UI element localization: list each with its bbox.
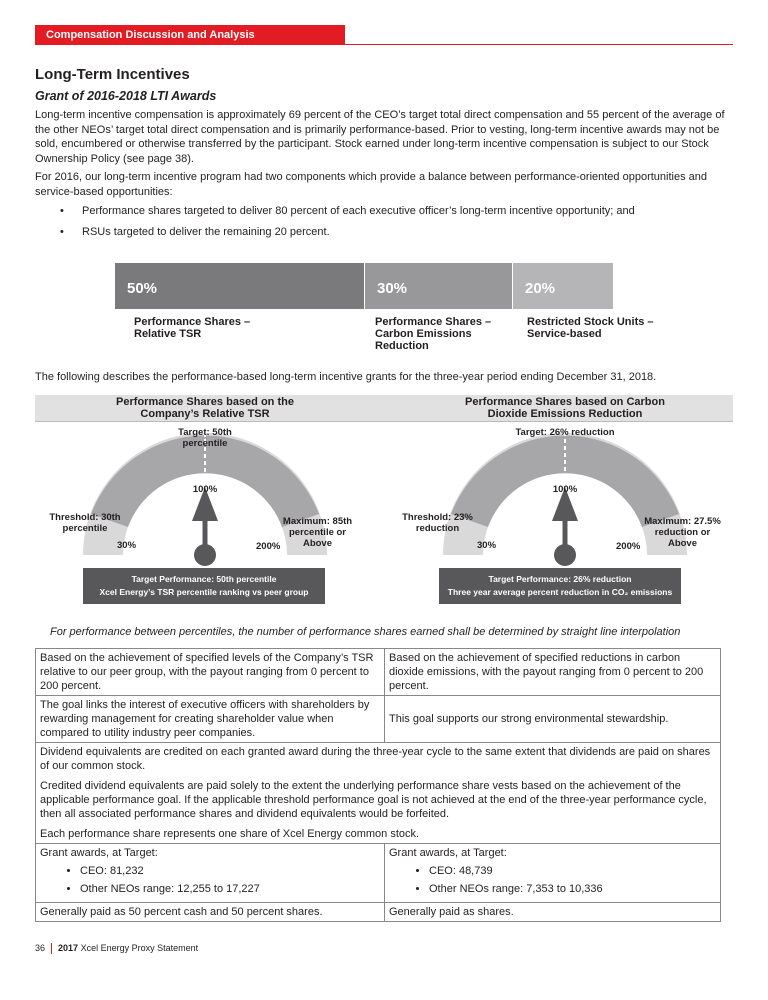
table-row: Generally paid as 50 percent cash and 50… [35,902,721,922]
bullet: • RSUs targeted to deliver the remaining … [60,226,330,238]
subtitle: Grant of 2016-2018 LTI Awards [35,89,217,103]
interpolation-note: For performance between percentiles, the… [50,626,681,638]
mix-segment-carbon: 30% [365,263,512,309]
gauge-threshold: Threshold: 23% reduction [402,512,473,534]
gauge-maximum: Maximum: 27.5% reduction or Above [644,516,721,549]
lti-details-table: Based on the achievement of specified le… [35,648,721,922]
gauge-high: 200% [616,541,641,552]
mix-segment-rsu: 20% [513,263,613,309]
gauge-title: Performance Shares based on the Company’… [116,396,294,420]
table-row: Grant awards, at Target:CEO: 81,232Other… [35,843,721,903]
bullet: • Performance shares targeted to deliver … [60,205,635,217]
table-row: Based on the achievement of specified le… [35,648,721,696]
page-title: Long-Term Incentives [35,66,190,83]
mix-label: Performance Shares – Carbon Emissions Re… [375,316,492,352]
gauge-left [83,430,327,566]
gauge-target: Target: 50th percentile [178,427,232,449]
gauge-threshold: Threshold: 30th percentile [49,512,121,534]
gauge-mid: 100% [552,484,578,495]
gauge-mid: 100% [192,484,218,495]
paragraph: The following describes the performance-… [35,371,657,383]
gauge-info-box: Target Performance: 26% reduction Three y… [439,568,681,604]
paragraph: Long-term incentive compensation is appr… [35,109,725,165]
footer: 36 2017 Xcel Energy Proxy Statement [35,943,199,955]
header-rule [345,44,733,45]
gauge-high: 200% [256,541,281,552]
mix-label: Restricted Stock Units – Service-based [527,316,654,340]
paragraph: For 2016, our long-term incentive progra… [35,171,707,198]
section-header: Compensation Discussion and Analysis [35,25,345,45]
mix-label: Performance Shares – Relative TSR [134,316,251,340]
gauge-header-band [35,395,733,422]
gauge-low: 30% [477,540,497,551]
gauge-graphics [83,430,687,566]
gauge-target: Target: 26% reduction [515,427,615,438]
table-row: The goal links the interest of executive… [35,695,721,743]
gauge-low: 30% [117,540,137,551]
gauge-info-box: Target Performance: 50th percentile Xcel … [83,568,325,604]
mix-segment-tsr: 50% [115,263,364,309]
gauge-title: Performance Shares based on Carbon Dioxi… [465,396,665,420]
gauge-right [443,430,687,566]
table-row: Dividend equivalents are credited on eac… [35,742,721,844]
gauge-maximum: Maximum: 85th percentile or Above [282,516,353,549]
